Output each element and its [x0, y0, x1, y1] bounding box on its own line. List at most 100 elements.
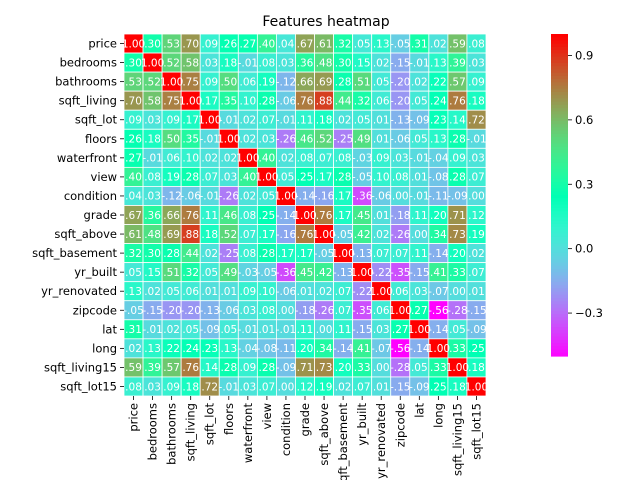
colorbar-segment [551, 82, 568, 87]
heatmap-cell-label: -.06 [371, 191, 392, 203]
heatmap-cell-label: -.26 [390, 229, 411, 241]
heatmap-cell-label: -.05 [257, 267, 278, 279]
colorbar-segment [551, 133, 568, 138]
heatmap-cell-label: -.11 [276, 343, 297, 355]
colorbar-segment [551, 227, 568, 232]
colorbar-segment [551, 207, 568, 212]
heatmap-cell-label: 1.00 [293, 210, 316, 222]
heatmap-cell-label: -.05 [314, 248, 335, 260]
heatmap-cell-label: .03 [144, 191, 161, 203]
heatmap-cell-label: .20 [449, 248, 466, 260]
heatmap-cell-label: 1.00 [236, 153, 259, 165]
heatmap-cell-label: .48 [144, 229, 161, 241]
heatmap-cell-label: -.06 [276, 286, 297, 298]
y-tick-label: yr_renovated [41, 284, 117, 298]
heatmap-cell-label: -.12 [276, 76, 297, 88]
colorbar-segment [551, 72, 568, 77]
heatmap-cell-label: .02 [335, 381, 352, 393]
heatmap-cell-label: .17 [335, 191, 352, 203]
colorbar-segment [551, 278, 568, 283]
heatmap-cell-label: .18 [468, 95, 485, 107]
heatmap-cell-label: .30 [125, 57, 142, 69]
heatmap-cell-label: -.14 [295, 191, 316, 203]
heatmap-cell-label: .42 [354, 229, 371, 241]
heatmap-cell-label: .02 [411, 76, 428, 88]
heatmap-cell-label: .52 [220, 229, 237, 241]
x-tick-label: floors [222, 403, 236, 435]
heatmap-cell-label: -.01 [238, 57, 259, 69]
heatmap-cell-label: .08 [335, 153, 352, 165]
heatmap-cell-label: 1.00 [122, 38, 145, 50]
heatmap-cell-label: .00 [449, 286, 466, 298]
colorbar-segment [551, 40, 568, 45]
heatmap-cell-label: .02 [163, 324, 180, 336]
heatmap-cell-label: .33 [430, 362, 447, 374]
heatmap-cell-label: .00 [373, 362, 390, 374]
heatmap-cell-label: .48 [316, 57, 333, 69]
heatmap-cell-label: .02 [220, 153, 237, 165]
heatmap-cell-label: .28 [163, 248, 180, 260]
heatmap-cell-label: -.08 [257, 343, 278, 355]
heatmap-cell-label: .22 [163, 343, 180, 355]
heatmap-cell-label: -.14 [276, 210, 297, 222]
y-tick-label: yr_built [74, 265, 117, 279]
colorbar-segment [551, 256, 568, 260]
colorbar-segment [551, 62, 568, 67]
y-tick-label: sqft_living [59, 94, 117, 108]
heatmap-cell-label: -.16 [276, 229, 297, 241]
heatmap-cell-label: .19 [259, 76, 276, 88]
heatmap-cell-label: 1.00 [198, 115, 221, 127]
colorbar-segment [551, 269, 568, 273]
heatmap-cell-label: .18 [220, 57, 237, 69]
heatmap-cell-label: .23 [430, 115, 447, 127]
heatmap-cell-label: .67 [297, 38, 314, 50]
heatmap-cell-label: -.13 [199, 305, 220, 317]
heatmap-cell-label: 1.00 [446, 362, 469, 374]
heatmap-cell-label: -.08 [428, 172, 449, 184]
colorbar-segment [551, 327, 568, 331]
heatmap-cell-label: .26 [125, 134, 142, 146]
colorbar-segment [551, 294, 568, 299]
heatmap-cell-label: .09 [163, 115, 180, 127]
heatmap-cell-label: .15 [144, 267, 161, 279]
colorbar-segment [551, 98, 568, 103]
heatmap-cell-label: -.26 [219, 191, 240, 203]
heatmap-cell-label: .31 [411, 38, 428, 50]
x-tick-label: long [431, 403, 445, 428]
heatmap-cell-label: .13 [430, 57, 447, 69]
heatmap-cell-label: .01 [373, 381, 390, 393]
colorbar-segment [551, 191, 568, 196]
colorbar-segment [551, 336, 568, 341]
colorbar-segment [551, 211, 568, 215]
heatmap-cell-label: .03 [392, 153, 409, 165]
heatmap-cell-label: -.35 [390, 267, 411, 279]
heatmap-cell-label: .02 [125, 343, 142, 355]
colorbar-segment [551, 304, 568, 309]
heatmap-cell-label: .36 [144, 210, 161, 222]
heatmap-cell-label: -.04 [238, 343, 259, 355]
heatmap-cell-label: -.28 [390, 362, 411, 374]
colorbar-segment [551, 233, 568, 238]
heatmap-cell-label: .15 [354, 57, 371, 69]
heatmap-cell-label: .34 [316, 343, 333, 355]
heatmap-cell-label: -.15 [142, 305, 163, 317]
heatmap-cell-label: .28 [259, 248, 276, 260]
heatmap-cell-label: .33 [449, 343, 466, 355]
colorbar-segment [551, 56, 568, 61]
y-tick-label: waterfront [57, 151, 118, 165]
colorbar-segment [551, 301, 568, 306]
heatmap-cell-label: .03 [468, 153, 485, 165]
heatmap-cell-label: .14 [201, 362, 218, 374]
heatmap-cell-label: .05 [278, 172, 295, 184]
heatmap-cell-label: .02 [335, 115, 352, 127]
heatmap-cell-label: .75 [182, 76, 199, 88]
heatmap-cell-label: -.06 [180, 191, 201, 203]
heatmap-cell-label: -.20 [161, 305, 182, 317]
heatmap-cell-label: .17 [316, 172, 333, 184]
heatmap-cell-label: .25 [259, 210, 276, 222]
heatmap-cell-label: -.06 [219, 305, 240, 317]
colorbar-segment [551, 307, 568, 312]
heatmap-cell-label: .53 [125, 76, 142, 88]
x-tick-label: sqft_basement [336, 403, 350, 480]
